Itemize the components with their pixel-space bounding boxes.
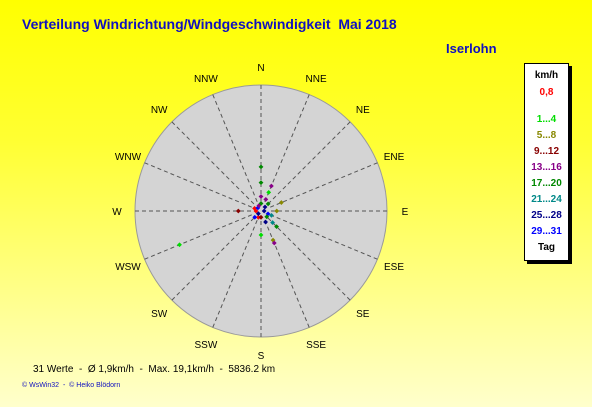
chart-title: Verteilung Windrichtung/Windgeschwindigk… [22, 16, 397, 32]
direction-label: NNE [306, 74, 327, 85]
wind-point [274, 224, 279, 229]
wind-point [266, 189, 272, 195]
direction-gridline [270, 214, 378, 260]
direction-labels: N NNE NE ENE E ESE SE SSE S SSW SW WSW W WNW NW NNW [112, 63, 408, 362]
legend-entry: 25...28 [531, 210, 562, 221]
direction-label: ESE [384, 262, 404, 273]
direction-gridline [270, 162, 378, 208]
wind-point [252, 205, 257, 211]
wind-point [252, 214, 258, 220]
wind-point [177, 242, 182, 248]
direction-label: WNW [115, 152, 142, 163]
legend-entry: 21...24 [531, 194, 562, 205]
wind-point [235, 208, 241, 214]
copyright-note: © WsWin32 - © Heiko Blödorn [22, 382, 121, 389]
legend-entry: 1...4 [536, 114, 557, 125]
legend-entry: 29...31 [531, 226, 562, 237]
legend-header: km/h [534, 70, 559, 81]
direction-label: NE [356, 105, 370, 116]
wind-point [255, 205, 261, 211]
direction-gridline [212, 94, 258, 202]
legend-entry: 0,8 [539, 87, 554, 98]
wind-point [264, 214, 270, 220]
direction-label: SSE [306, 340, 326, 351]
rose-grid [134, 84, 388, 338]
direction-label: S [258, 351, 265, 362]
legend-entry: 9...12 [533, 146, 560, 157]
wind-point [258, 180, 264, 186]
direction-label: WSW [115, 262, 141, 273]
wind-point [263, 219, 268, 225]
wind-point [270, 220, 275, 225]
direction-gridline [264, 94, 310, 202]
station-name: Iserlohn [446, 41, 497, 56]
legend-entry: Tag [537, 242, 556, 253]
direction-gridline [267, 121, 351, 205]
wind-point [258, 194, 264, 199]
direction-label: ENE [384, 152, 405, 163]
wind-point [261, 208, 267, 214]
direction-label: NNW [194, 74, 218, 85]
wind-points [177, 164, 284, 248]
direction-gridline [267, 217, 351, 301]
wind-point [268, 183, 274, 189]
legend-entry: 13...16 [531, 162, 562, 173]
wind-point [262, 204, 268, 210]
wind-point [256, 203, 262, 209]
direction-gridline [264, 220, 310, 328]
direction-label: SSW [195, 340, 218, 351]
direction-label: N [257, 63, 264, 74]
direction-label: E [402, 207, 409, 218]
wind-point [253, 208, 259, 214]
direction-gridline [144, 162, 252, 208]
direction-gridline [171, 217, 255, 301]
wind-point [258, 164, 264, 170]
legend-entry: 5...8 [536, 130, 557, 141]
wind-point [269, 212, 274, 218]
speed-legend: km/h 0,8 1...4 5...8 9...12 13...16 17..… [524, 63, 569, 261]
wind-point [278, 200, 284, 205]
wind-point [265, 201, 271, 207]
wind-point [258, 232, 264, 238]
direction-gridline [171, 121, 255, 205]
wind-point [255, 211, 261, 217]
summary-stats: 31 Werte - Ø 1,9km/h - Max. 19,1km/h - 5… [33, 364, 276, 375]
wind-point [258, 214, 264, 220]
wind-point [263, 196, 269, 202]
wind-point [271, 240, 277, 246]
direction-gridline [144, 214, 252, 260]
legend-entry: 17...20 [531, 178, 562, 189]
direction-label: W [112, 207, 122, 218]
direction-label: SW [151, 309, 168, 320]
wind-point [258, 201, 264, 206]
direction-gridline [212, 220, 258, 328]
wind-point [255, 215, 261, 220]
direction-label: NW [151, 105, 168, 116]
wind-point [274, 208, 280, 214]
direction-label: SE [356, 309, 370, 320]
